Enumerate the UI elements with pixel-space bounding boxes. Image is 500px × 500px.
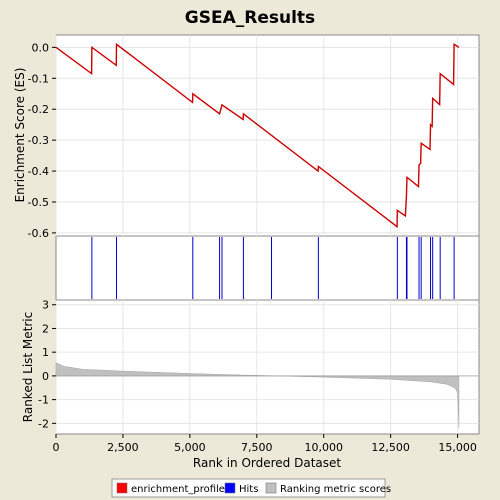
legend-label-enrichment-profile: enrichment_profile xyxy=(131,484,225,495)
x-tick-label: 2,500 xyxy=(107,441,139,454)
metric-y-tick-label: 1 xyxy=(42,346,49,359)
metric-panel xyxy=(55,299,480,435)
es-y-tick-label: -0.3 xyxy=(28,134,49,147)
es-y-tick-label: 0.0 xyxy=(32,41,50,54)
es-y-axis-label: Enrichment Score (ES) xyxy=(13,68,27,203)
es-y-tick-label: -0.1 xyxy=(28,72,49,85)
x-tick-label: 0 xyxy=(53,441,60,454)
x-tick-label: 5,000 xyxy=(174,441,206,454)
metric-y-ticks: 3 2 1 0 -1 -2 xyxy=(38,299,56,430)
hits-lines xyxy=(91,237,455,299)
x-tick-label: 7,500 xyxy=(241,441,273,454)
es-y-tick-label: -0.2 xyxy=(28,103,49,116)
legend-label-hits: Hits xyxy=(239,484,258,495)
legend-label-ranking-metric: Ranking metric scores xyxy=(280,484,391,495)
metric-y-tick-label: 0 xyxy=(42,370,49,383)
metric-y-tick-label: 3 xyxy=(42,299,49,312)
metric-y-tick-label: 2 xyxy=(42,322,49,335)
metric-y-axis-label: Ranked List Metric xyxy=(21,312,35,422)
chart-title: GSEA_Results xyxy=(185,8,315,28)
metric-y-tick-label: -1 xyxy=(38,394,49,407)
legend-swatch-ranking-metric xyxy=(265,482,277,494)
legend-box xyxy=(111,478,386,498)
es-gridlines xyxy=(55,35,479,236)
x-axis-label: Rank in Ordered Dataset xyxy=(193,456,341,470)
ranking-metric-area xyxy=(55,362,479,429)
metric-y-tick-label: -2 xyxy=(38,417,49,430)
es-panel xyxy=(55,34,480,237)
x-tick-label: 12,500 xyxy=(371,441,410,454)
ranking-metric-fill xyxy=(55,362,460,429)
es-y-ticks: 0.0 -0.1 -0.2 -0.3 -0.4 -0.5 -0.6 xyxy=(28,41,56,240)
enrichment-profile-line xyxy=(55,42,460,229)
es-polyline xyxy=(55,42,460,229)
x-ticks: 0 2,500 5,000 7,500 10,000 12,500 15,000 xyxy=(53,434,477,454)
x-tick-label: 15,000 xyxy=(438,441,477,454)
es-y-tick-label: -0.5 xyxy=(28,196,49,209)
legend-swatch-enrichment-profile xyxy=(116,482,128,494)
legend: enrichment_profile Hits Ranking metric s… xyxy=(111,478,391,498)
x-tick-label: 10,000 xyxy=(304,441,343,454)
es-y-tick-label: -0.6 xyxy=(28,227,49,240)
es-y-tick-label: -0.4 xyxy=(28,165,49,178)
legend-swatch-hits xyxy=(224,482,236,494)
hits-panel xyxy=(55,235,480,301)
